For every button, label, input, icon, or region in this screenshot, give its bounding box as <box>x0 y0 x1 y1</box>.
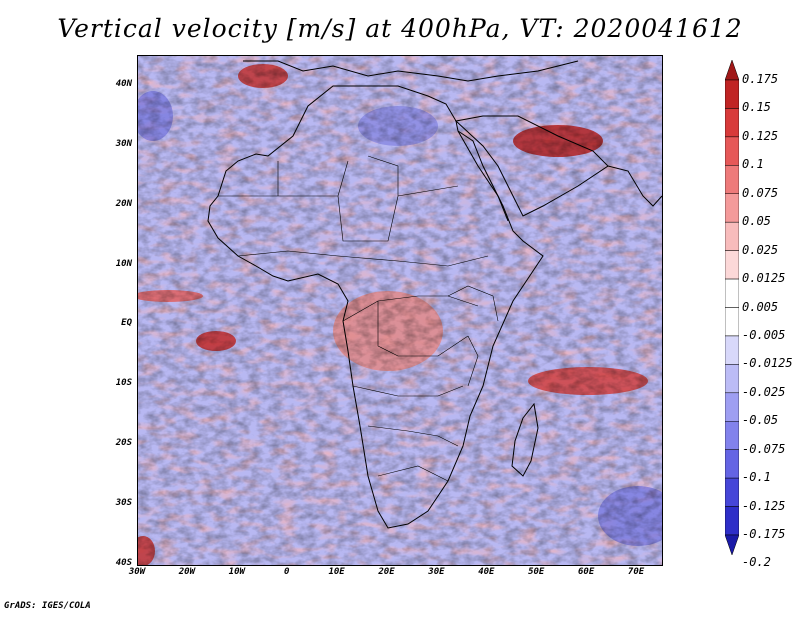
map-panel <box>137 55 663 566</box>
colorbar-segment <box>725 449 739 479</box>
lon-tick-label: 70E <box>627 567 645 577</box>
colorbar-tick-label: 0.15 <box>742 100 771 115</box>
colorbar-segment <box>725 278 739 308</box>
velocity-map <box>138 56 662 565</box>
field-texture <box>138 56 662 565</box>
colorbar-segment <box>725 477 739 507</box>
colorbar-tick-label: 0.075 <box>742 185 779 200</box>
colorbar-tick-label: 0.05 <box>742 214 771 229</box>
lat-tick-label: 10N <box>115 258 132 269</box>
border-sahel <box>237 250 489 267</box>
colorbar-segment <box>725 221 739 251</box>
colorbar-segment <box>725 421 739 450</box>
border-east <box>447 285 499 387</box>
lat-tick-label: 40S <box>115 558 132 568</box>
lon-tick-label: 20E <box>378 567 395 577</box>
lat-tick-label: 20N <box>115 198 132 209</box>
border-saharan <box>218 155 459 242</box>
lon-tick-label: 50E <box>528 567 545 577</box>
colorbar-tick-label: -0.175 <box>742 527 786 541</box>
colorbar-segment <box>725 392 739 422</box>
lat-tick-label: 40N <box>115 78 132 89</box>
border-south <box>352 385 464 482</box>
africa-coastline <box>207 85 544 529</box>
colorbar-tick-label: -0.125 <box>742 498 786 513</box>
colorbar-bottom-arrow <box>725 534 739 555</box>
lon-tick-label: 10E <box>328 567 345 577</box>
lat-tick-label: 30N <box>115 138 132 149</box>
colorbar-tick-label: 0.025 <box>742 242 779 257</box>
red-sea <box>457 130 509 222</box>
europe-coastline <box>243 60 579 82</box>
colorbar-segment <box>725 364 739 394</box>
lat-tick-label: 10S <box>115 378 132 389</box>
colorbar-segment <box>725 136 739 166</box>
india-coastline <box>607 165 662 207</box>
colorbar-tick-label: -0.1 <box>742 470 771 485</box>
lon-tick-label: 20W <box>178 567 196 577</box>
lat-tick-label: 30S <box>115 498 132 509</box>
madagascar-coastline <box>511 402 539 477</box>
colorbar-tick-label: 0.0125 <box>742 271 786 286</box>
lon-tick-label: 10W <box>228 567 245 577</box>
colorbar-segment <box>725 79 739 109</box>
colorbar-segment <box>725 307 739 337</box>
colorbar-tick-label: 0.1 <box>742 157 764 172</box>
border-central <box>342 295 479 357</box>
colorbar-tick-label: -0.025 <box>742 384 786 399</box>
colorbar-tick-label: 0.175 <box>742 72 779 86</box>
colorbar-tick-label: -0.05 <box>742 413 779 428</box>
coastlines <box>207 60 662 529</box>
arabia-coastline <box>454 115 609 217</box>
colorbar-segment <box>725 506 739 536</box>
lat-tick-label: EQ <box>121 318 132 329</box>
colorbar-tick-label: -0.0125 <box>742 356 793 371</box>
colorbar-segment <box>725 165 739 194</box>
lon-tick-label: 0 <box>283 567 290 577</box>
colorbar-segment <box>725 335 739 365</box>
colorbar <box>725 60 739 555</box>
footer-credit: GrADS: IGES/COLA <box>4 601 91 611</box>
colorbar-segment <box>725 250 739 280</box>
colorbar-top-arrow <box>725 60 739 81</box>
colorbar-tick-label: -0.2 <box>742 555 771 570</box>
colorbar-tick-label: -0.075 <box>742 441 786 456</box>
colorbar-tick-label: 0.005 <box>742 299 779 314</box>
country-borders <box>218 155 499 482</box>
lon-tick-label: 40E <box>478 567 495 577</box>
lon-tick-label: 30W <box>128 567 146 577</box>
lon-tick-label: 60E <box>578 567 595 577</box>
colorbar-segment <box>725 193 739 223</box>
colorbar-tick-label: -0.005 <box>742 327 786 342</box>
lon-tick-label: 30E <box>428 567 445 577</box>
colorbar-segment <box>725 108 739 138</box>
lat-tick-label: 20S <box>115 438 132 449</box>
chart-title: Vertical velocity [m/s] at 400hPa, VT: 2… <box>57 14 743 43</box>
colorbar-tick-label: 0.125 <box>742 128 779 143</box>
